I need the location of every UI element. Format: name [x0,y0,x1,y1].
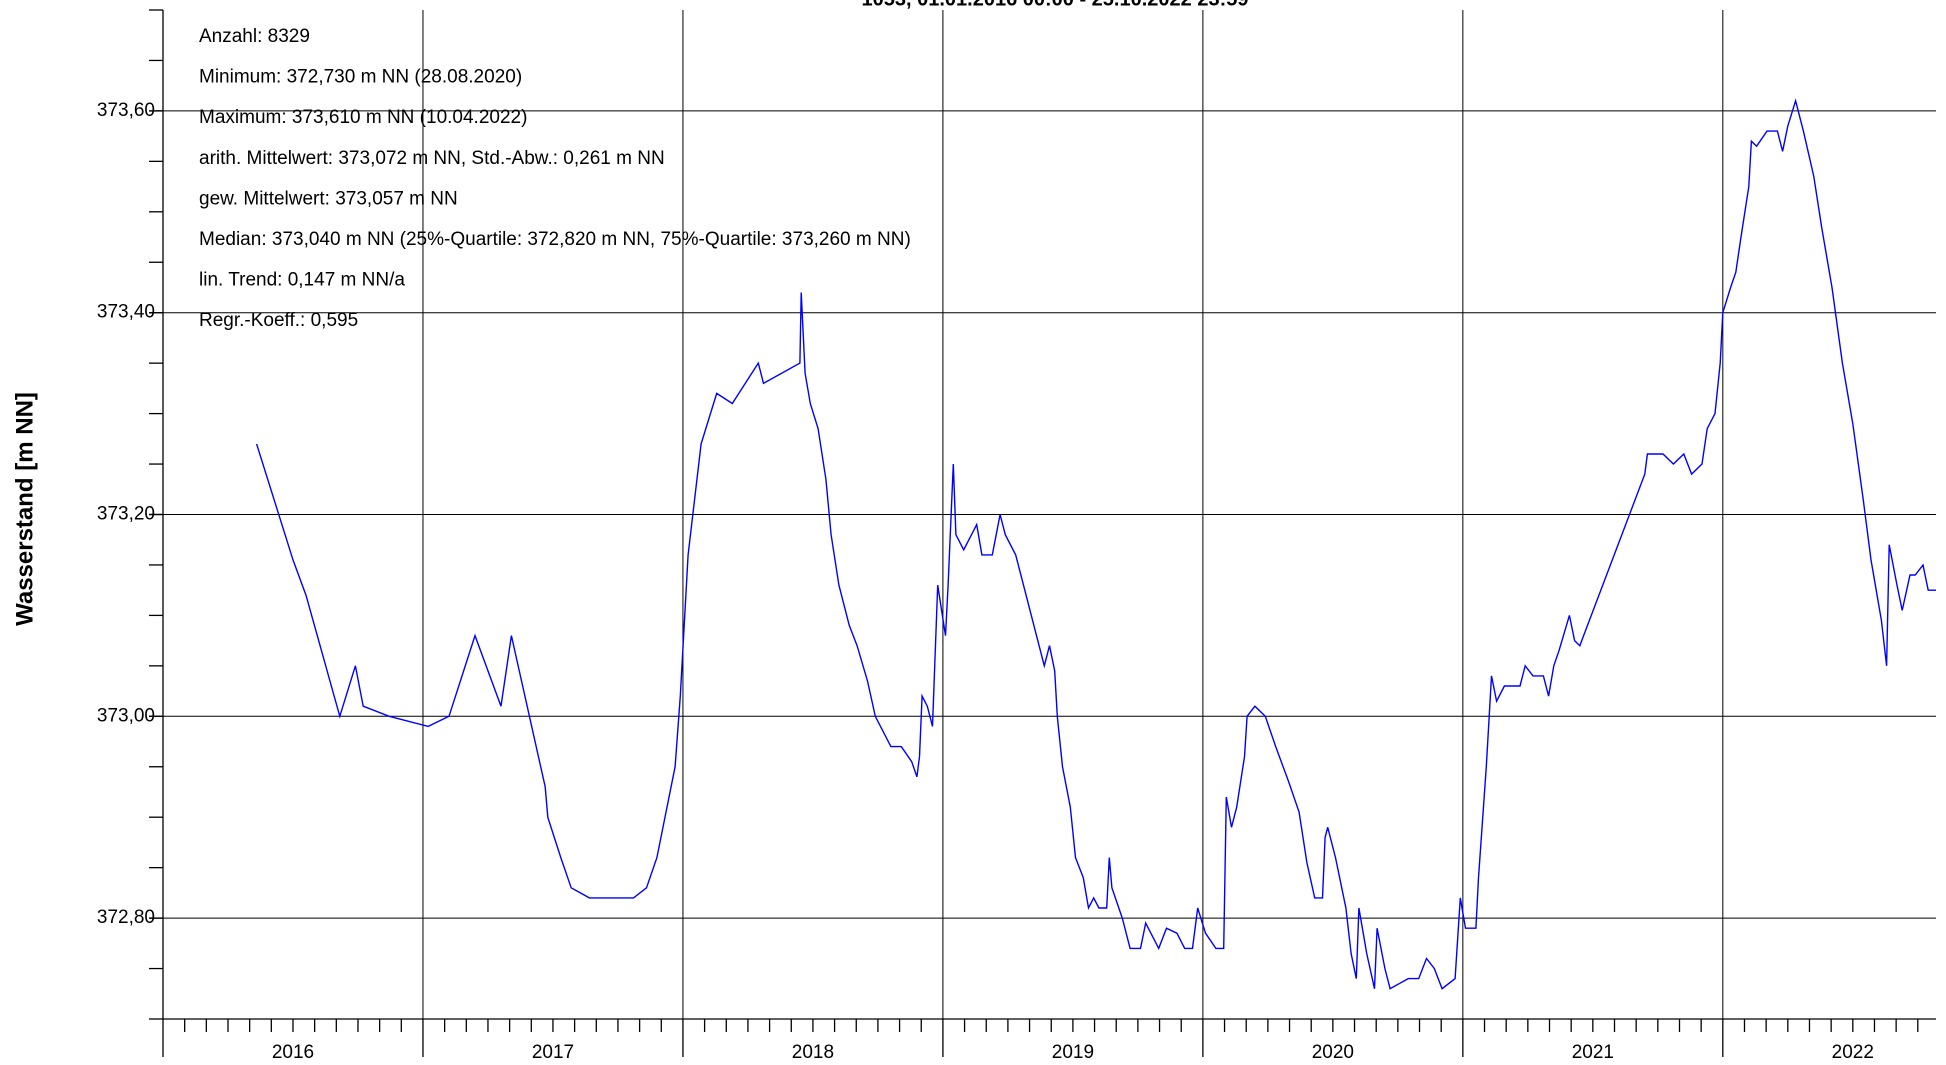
stat-text: Anzahl: 8329 [199,26,310,47]
x-tick-label: 2019 [1052,1042,1094,1063]
stat-text: Regr.-Koeff.: 0,595 [199,310,358,331]
stat-text: arith. Mittelwert: 373,072 m NN, Std.-Ab… [199,148,665,169]
chart-title: 1053, 01.01.2016 00:00 - 25.10.2022 23:5… [862,0,1249,10]
x-tick-label: 2016 [272,1042,314,1063]
y-tick-label: 373,40 [97,302,155,323]
y-tick-label: 372,80 [97,907,155,928]
stat-text: gew. Mittelwert: 373,057 m NN [199,188,458,209]
y-tick-label: 373,60 [97,100,155,121]
x-tick-label: 2017 [532,1042,574,1063]
x-tick-label: 2018 [792,1042,834,1063]
y-axis-label: Wasserstand [m NN] [11,392,38,626]
y-tick-label: 373,00 [97,705,155,726]
stat-text: Maximum: 373,610 m NN (10.04.2022) [199,107,527,128]
data-line [255,98,1936,990]
y-tick-label: 373,20 [97,504,155,525]
stat-text: Median: 373,040 m NN (25%-Quartile: 372,… [199,229,911,250]
x-tick-label: 2022 [1832,1042,1874,1063]
stat-text: Minimum: 372,730 m NN (28.08.2020) [199,67,522,88]
x-tick-label: 2021 [1572,1042,1614,1063]
x-tick-label: 2020 [1312,1042,1354,1063]
stat-text: lin. Trend: 0,147 m NN/a [199,270,405,291]
